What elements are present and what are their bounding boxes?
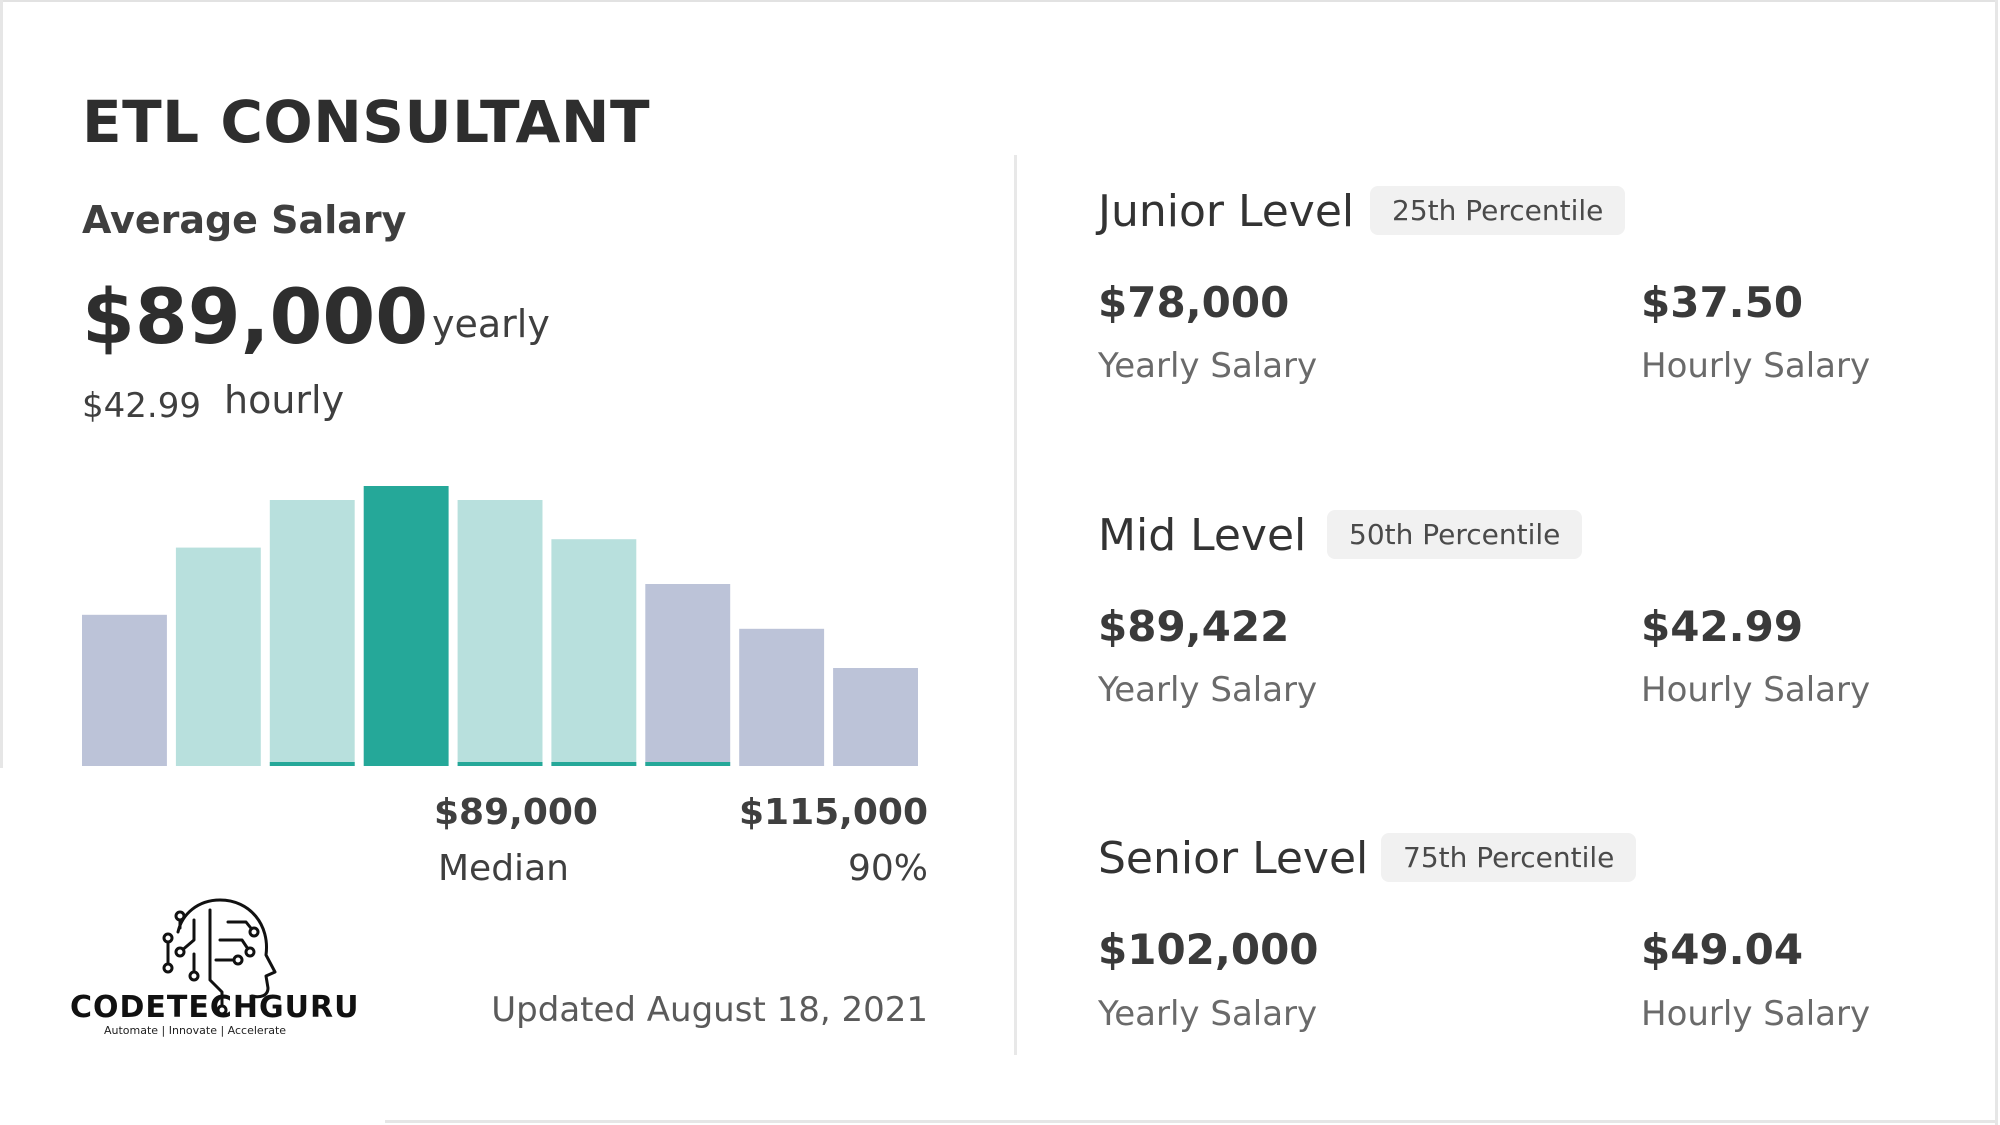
hourly-salary-value: $42.99 (1641, 602, 1804, 651)
histogram-bar-5 (457, 500, 543, 766)
percentile-badge: 75th Percentile (1381, 833, 1637, 882)
yearly-salary-value: $102,000 (1098, 925, 1319, 974)
yearly-salary-label: Yearly Salary (1098, 670, 1318, 710)
p90-marker-value: $115,000 (738, 792, 928, 833)
salary-histogram (82, 486, 918, 766)
median-marker-label: Median (438, 848, 569, 889)
median-marker-value: $89,000 (434, 792, 598, 833)
hourly-salary-value: $37.50 (1641, 278, 1804, 327)
histogram-bar-baseline-6 (551, 762, 637, 766)
level-title: Senior Level (1098, 833, 1369, 884)
updated-date: Updated August 18, 2021 (491, 990, 928, 1030)
card-border-bottom (385, 1120, 1995, 1123)
hourly-salary-label: Hourly Salary (1641, 346, 1871, 386)
logo-head-circuit-icon (162, 898, 277, 1016)
card-border-right (1995, 0, 1998, 1125)
card-border-top (0, 0, 1996, 2)
hourly-salary-label: Hourly Salary (1641, 670, 1871, 710)
histogram-bar-8 (739, 628, 825, 766)
percentile-badge: 25th Percentile (1370, 186, 1626, 235)
percentile-badge: 50th Percentile (1327, 510, 1583, 559)
histogram-bar-baseline-3 (269, 762, 355, 766)
histogram-bar-6 (551, 539, 637, 766)
histogram-bar-2 (175, 547, 261, 766)
panel-divider (1014, 155, 1017, 1055)
logo-tagline: Automate | Innovate | Accelerate (103, 1024, 287, 1037)
histogram-bar-9 (833, 668, 918, 766)
yearly-salary-label: Yearly Salary (1098, 346, 1318, 386)
average-salary-label: Average Salary (82, 198, 407, 242)
card-border-left (0, 0, 3, 768)
histogram-bar-4 (363, 486, 449, 766)
histogram-bar-baseline-5 (457, 762, 543, 766)
average-yearly-value: $89,000 (82, 272, 429, 361)
average-hourly-value: $42.99 (82, 386, 201, 426)
yearly-salary-value: $78,000 (1098, 278, 1290, 327)
yearly-salary-value: $89,422 (1098, 602, 1290, 651)
hourly-salary-value: $49.04 (1641, 925, 1804, 974)
logo-name: CODETECHGURU (70, 990, 360, 1025)
histogram-bar-baseline-7 (645, 762, 731, 766)
yearly-salary-label: Yearly Salary (1098, 994, 1318, 1034)
histogram-bar-3 (269, 500, 355, 766)
job-title: ETL CONSULTANT (82, 88, 651, 156)
histogram-bar-7 (645, 584, 731, 766)
histogram-bar-1 (82, 614, 167, 766)
average-hourly-unit: hourly (224, 378, 345, 422)
average-yearly-unit: yearly (432, 302, 550, 346)
p90-marker-label: 90% (847, 848, 928, 889)
hourly-salary-label: Hourly Salary (1641, 994, 1871, 1034)
level-title: Junior Level (1098, 186, 1355, 237)
level-title: Mid Level (1098, 510, 1307, 561)
